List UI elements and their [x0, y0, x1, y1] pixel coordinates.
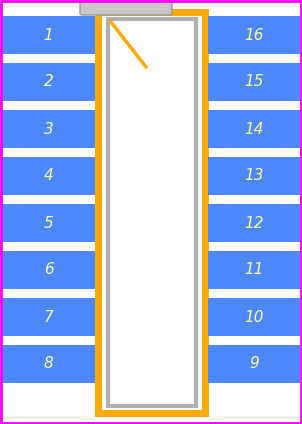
Text: 16: 16	[244, 28, 264, 42]
Bar	[208, 345, 300, 383]
Text: 14: 14	[244, 122, 264, 137]
Text: 6: 6	[43, 262, 53, 277]
Bar	[98, 12, 205, 413]
Text: 2: 2	[43, 75, 53, 89]
Text: 12: 12	[244, 215, 264, 231]
Text: 3: 3	[43, 122, 53, 137]
Text: 9: 9	[249, 357, 259, 371]
Bar	[208, 298, 300, 336]
Bar	[2, 345, 95, 383]
Bar	[2, 110, 95, 148]
Bar	[2, 251, 95, 289]
FancyBboxPatch shape	[80, 0, 172, 15]
Text: 5: 5	[43, 215, 53, 231]
Bar	[2, 204, 95, 242]
Bar	[208, 16, 300, 54]
Text: 7: 7	[43, 310, 53, 324]
Text: 1: 1	[43, 28, 53, 42]
Bar	[2, 298, 95, 336]
Bar	[208, 204, 300, 242]
Text: 15: 15	[244, 75, 264, 89]
Bar	[208, 157, 300, 195]
Bar	[2, 63, 95, 101]
Text: 4: 4	[43, 168, 53, 184]
Bar	[2, 157, 95, 195]
Text: 10: 10	[244, 310, 264, 324]
Bar	[208, 110, 300, 148]
Bar	[2, 16, 95, 54]
Bar	[208, 63, 300, 101]
Bar	[208, 251, 300, 289]
Text: 8: 8	[43, 357, 53, 371]
Text: 13: 13	[244, 168, 264, 184]
Bar	[108, 19, 196, 406]
Text: 11: 11	[244, 262, 264, 277]
